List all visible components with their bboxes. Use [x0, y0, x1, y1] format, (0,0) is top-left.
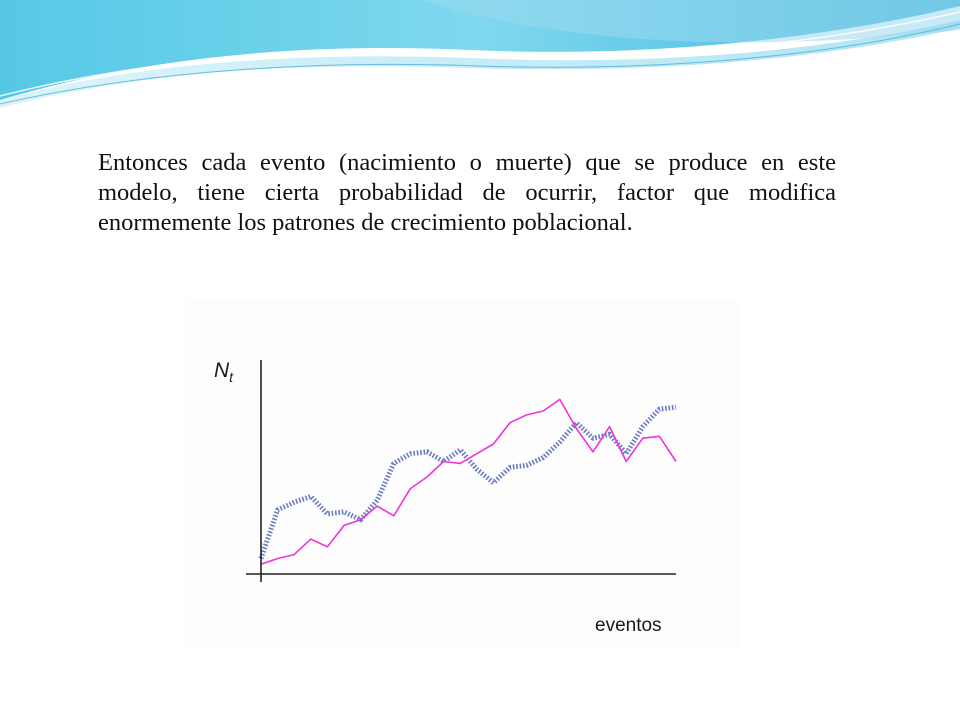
y-axis-label: Nt	[214, 359, 234, 385]
population-chart: Nt eventos	[214, 359, 677, 636]
x-axis-label: eventos	[595, 615, 662, 636]
y-axis-label-sub: t	[229, 369, 234, 385]
slide-paragraph: Entonces cada evento (nacimiento o muert…	[98, 149, 836, 236]
y-axis-label-main: N	[214, 359, 230, 382]
chart-panel: Nt eventos	[186, 300, 740, 648]
header-wave-decoration	[0, 0, 960, 108]
series-line-dotted	[258, 404, 677, 560]
series-line-magenta	[260, 398, 677, 566]
